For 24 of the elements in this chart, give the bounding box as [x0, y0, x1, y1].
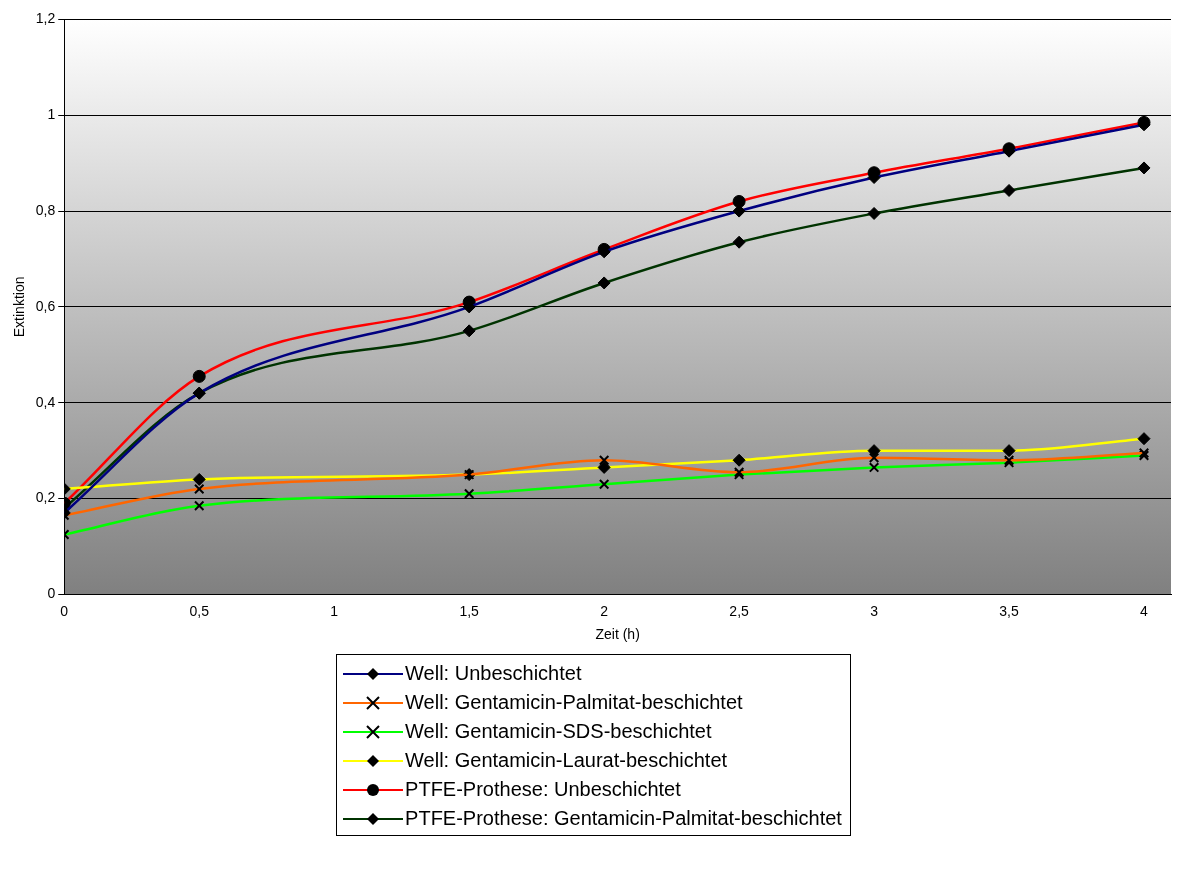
legend-label: PTFE-Prothese: Gentamicin-Palmitat-beschichtet: [405, 807, 842, 830]
x-tick-label: 1: [330, 602, 339, 619]
legend-label: Well: Unbeschichtet: [405, 662, 582, 685]
legend-label: PTFE-Prothese: Unbeschichtet: [405, 778, 681, 801]
legend-label: Well: Gentamicin-SDS-beschichtet: [405, 720, 712, 743]
y-axis-title: Extinktion: [11, 276, 28, 338]
x-tick-label: 2: [600, 602, 609, 619]
x-tick-label: 0: [60, 602, 69, 619]
y-tick-label: 1,2: [35, 10, 56, 27]
x-tick-label: 4: [1140, 602, 1149, 619]
x-axis-title: Zeit (h): [595, 626, 640, 643]
y-tick-label: 0,6: [35, 297, 56, 314]
x-tick-label: 2,5: [729, 602, 750, 619]
x-tick-label: 3: [870, 602, 879, 619]
legend-label: Well: Gentamicin-Palmitat-beschichtet: [405, 691, 743, 714]
y-tick-label: 0,2: [35, 489, 56, 506]
y-tick-label: 0,4: [35, 393, 56, 410]
x-tick-label: 3,5: [999, 602, 1019, 619]
x-tick-label: 1,5: [459, 602, 480, 619]
legend-label: Well: Gentamicin-Laurat-beschichtet: [405, 749, 728, 772]
y-tick-label: 0: [47, 585, 56, 602]
y-tick-label: 1: [47, 106, 56, 123]
x-tick-label: 0,5: [189, 602, 210, 619]
y-tick-label: 0,8: [35, 201, 56, 218]
